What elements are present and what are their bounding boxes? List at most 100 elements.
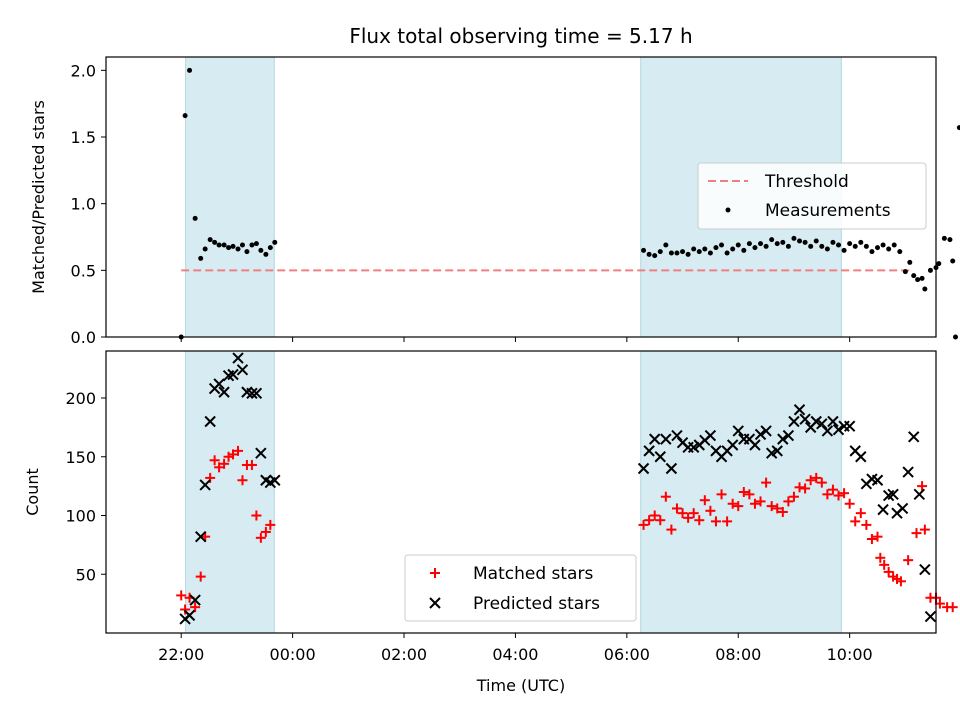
top-y-ticks: 0.0 0.5 1.0 1.5 2.0 <box>71 61 106 347</box>
legend-predicted-marker <box>429 597 441 609</box>
legend-predicted-label: Predicted stars <box>473 594 600 614</box>
matched-point-28 <box>683 512 694 523</box>
matched-point-51 <box>811 472 822 483</box>
matched-point-19 <box>265 519 276 530</box>
x-tick-label-2: 02:00 <box>381 645 427 664</box>
measurement-point-39 <box>741 247 747 253</box>
predicted-point-71 <box>919 563 931 576</box>
measurement-point-72 <box>919 275 925 281</box>
measurement-point-4 <box>198 255 204 261</box>
bottom-y-tick-label-3: 200 <box>65 389 96 408</box>
predicted-point-57 <box>843 420 856 432</box>
predicted-point-3 <box>194 530 207 543</box>
matched-point-0 <box>176 590 187 601</box>
count-points <box>176 352 958 625</box>
predicted-point-70 <box>913 488 925 501</box>
predicted-point-62 <box>871 474 884 486</box>
top-y-tick-label-2: 1.0 <box>71 195 96 214</box>
top-y-axis-label: Matched/Predicted stars <box>29 100 48 294</box>
legend-matched-swatch <box>430 568 440 578</box>
predicted-point-69 <box>908 431 920 443</box>
matched-point-39 <box>744 489 755 500</box>
measurement-point-21 <box>641 247 647 253</box>
matched-point-22 <box>649 510 660 521</box>
measurement-point-80 <box>952 334 958 340</box>
measurement-point-11 <box>230 243 236 249</box>
bottom-legend: Matched stars Predicted stars <box>404 554 637 622</box>
measurement-point-66 <box>891 242 897 248</box>
matched-point-54 <box>827 484 838 495</box>
top-shaded-period-0 <box>185 56 275 338</box>
matched-point-46 <box>783 496 794 507</box>
matched-point-34 <box>716 489 727 500</box>
predicted-point-48 <box>793 404 806 416</box>
matched-point-69 <box>903 555 914 566</box>
matched-point-64 <box>879 559 890 570</box>
top-y-tick-label-3: 1.5 <box>71 128 96 147</box>
measurement-point-46 <box>780 239 786 245</box>
measurement-point-17 <box>258 247 264 253</box>
matched-point-53 <box>822 489 833 500</box>
measurement-point-65 <box>886 246 892 252</box>
matched-point-33 <box>710 516 721 527</box>
measurement-point-47 <box>785 243 791 249</box>
measurement-point-56 <box>836 242 842 248</box>
measurement-point-49 <box>797 238 803 244</box>
matched-point-63 <box>875 552 886 563</box>
predicted-point-68 <box>902 466 914 478</box>
predicted-point-65 <box>887 488 899 501</box>
measurement-point-29 <box>685 251 691 257</box>
matched-point-12 <box>233 445 244 456</box>
measurement-point-34 <box>713 245 719 251</box>
matched-point-52 <box>816 477 827 488</box>
matched-point-3 <box>190 602 201 613</box>
measurement-point-55 <box>830 239 836 245</box>
matched-point-62 <box>872 531 883 542</box>
legend-matched-label: Matched stars <box>473 564 593 584</box>
matched-point-68 <box>895 576 906 587</box>
top-legend: Threshold Measurements <box>697 162 927 230</box>
measurement-point-74 <box>927 267 933 273</box>
matched-point-61 <box>866 534 877 544</box>
matched-point-38 <box>738 487 749 497</box>
measurement-point-73 <box>922 286 928 292</box>
top-y-tick-label-1: 0.5 <box>71 261 96 280</box>
ratio-panel: 0.00.51.01.52.0 Matched/Predicted stars … <box>29 56 960 347</box>
measurement-point-24 <box>657 249 663 255</box>
measurement-point-54 <box>824 246 830 252</box>
measurement-point-23 <box>652 253 658 259</box>
matched-point-48 <box>794 482 805 493</box>
measurement-point-41 <box>752 245 758 251</box>
legend-measurements-label: Measurements <box>765 201 891 221</box>
top-legend-box <box>697 162 927 230</box>
predicted-point-10 <box>227 368 239 381</box>
predicted-point-14 <box>246 387 258 400</box>
measurement-point-51 <box>808 243 814 249</box>
measurement-point-42 <box>758 241 764 247</box>
measurement-point-32 <box>702 246 708 252</box>
x-tick-label-0: 22:00 <box>158 645 204 664</box>
matched-point-9 <box>219 458 230 469</box>
legend-matched-marker <box>430 568 440 578</box>
matched-point-20 <box>638 519 649 530</box>
bottom-shaded-period-0 <box>185 350 275 634</box>
matched-point-23 <box>655 515 666 526</box>
predicted-point-2 <box>189 594 201 606</box>
measurement-point-1 <box>182 113 188 119</box>
legend-measurements-swatch <box>725 207 731 213</box>
matched-point-17 <box>255 532 266 543</box>
predicted-point-12 <box>236 364 249 376</box>
matched-point-1 <box>180 604 191 615</box>
matched-point-71 <box>917 481 928 492</box>
measurement-point-76 <box>936 261 942 267</box>
matched-point-29 <box>688 508 699 519</box>
matched-point-77 <box>947 602 958 613</box>
measurement-point-50 <box>802 239 808 245</box>
predicted-point-19 <box>269 474 281 486</box>
predicted-point-53 <box>821 425 834 437</box>
predicted-point-37 <box>732 425 744 437</box>
matched-point-13 <box>237 475 248 486</box>
predicted-point-24 <box>660 433 672 445</box>
measurement-point-19 <box>267 245 273 251</box>
matched-point-36 <box>727 498 738 509</box>
